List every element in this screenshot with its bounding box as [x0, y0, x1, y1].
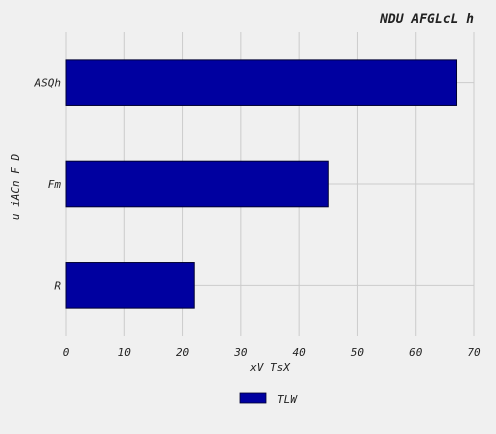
bar — [65, 59, 458, 106]
legend-swatch — [239, 392, 267, 404]
x-tick-label: 10 — [118, 346, 132, 359]
x-tick-label: 30 — [233, 346, 248, 359]
x-tick-label: 50 — [351, 346, 365, 359]
x-tick-label: 70 — [467, 346, 481, 359]
x-tick-label: 40 — [293, 346, 307, 359]
legend: TLW — [239, 392, 298, 406]
x-tick-label: 0 — [63, 346, 70, 359]
bar — [65, 160, 329, 208]
tick-labels: 0 10 20 30 40 50 60 70 ASQh Fm R — [34, 77, 481, 359]
x-tick-label: 20 — [176, 346, 190, 359]
y-tick-label: Fm — [48, 178, 62, 191]
y-axis-label: u iACn F D — [9, 154, 22, 221]
legend-label: TLW — [277, 393, 298, 406]
chart-title: NDU AFGLcL h — [379, 12, 474, 27]
x-tick-label: 60 — [409, 346, 423, 359]
bars — [65, 59, 458, 309]
x-axis-label: xV TsX — [249, 361, 291, 374]
y-tick-label: R — [54, 279, 61, 292]
bar — [65, 262, 195, 309]
y-tick-label: ASQh — [34, 77, 62, 90]
